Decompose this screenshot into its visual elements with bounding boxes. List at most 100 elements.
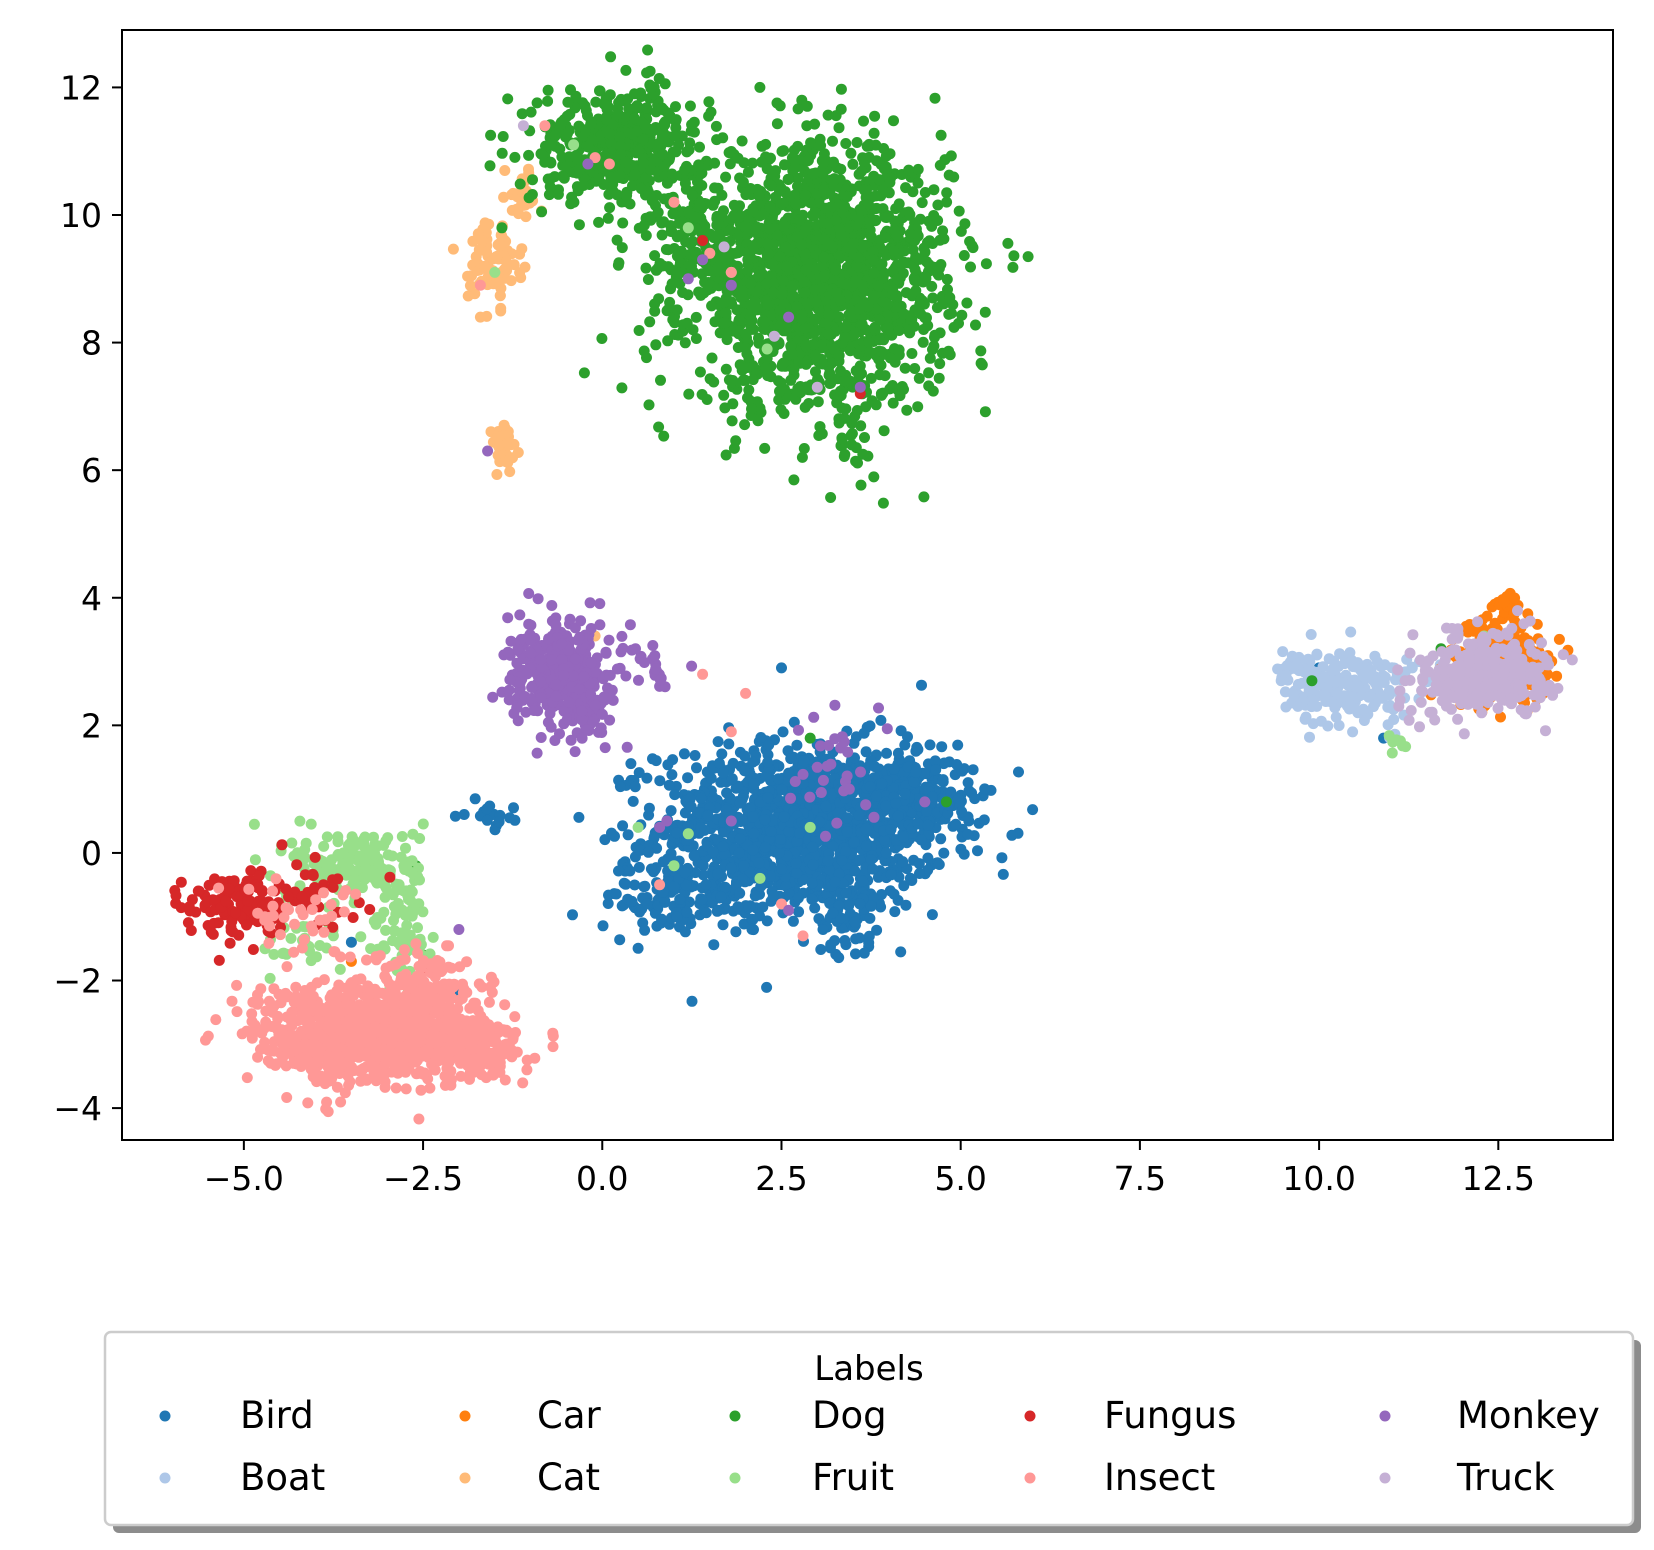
data-point [908,776,920,788]
data-point [856,241,868,253]
data-point [543,189,555,201]
data-point [874,234,886,246]
data-point [855,479,867,491]
data-point [799,322,811,334]
data-point [755,881,767,892]
data-point [897,856,909,868]
data-point [791,301,803,313]
data-point [733,847,745,859]
data-point [962,777,974,789]
data-point [967,764,979,776]
data-point [542,84,554,96]
data-point [850,948,861,960]
data-point [708,232,720,244]
data-point [718,389,730,401]
data-point [709,157,721,169]
data-point [877,272,889,284]
data-point [697,860,709,872]
data-point [965,261,976,273]
data-point [958,848,970,860]
data-point [569,150,581,162]
data-point [923,380,935,392]
data-point [904,228,916,240]
data-point [806,893,818,905]
data-point [774,250,786,262]
data-point [741,348,753,360]
data-point [659,119,671,131]
data-point [807,859,819,871]
data-point [723,738,735,750]
data-point [1345,626,1357,638]
data-point [727,757,739,769]
data-point [792,140,804,152]
data-point [846,439,858,451]
data-point [897,257,909,269]
data-point [590,96,602,108]
data-point [938,847,950,859]
data-point [1317,661,1329,673]
data-point [685,801,697,813]
data-point [854,214,865,226]
data-point [642,44,654,56]
data-point [679,164,691,176]
data-point [878,425,890,437]
data-point [934,358,946,370]
data-point [620,64,632,76]
data-point [923,828,934,840]
data-point [516,108,528,120]
data-point [809,284,821,296]
data-point [771,118,783,130]
data-point [930,764,942,776]
data-point [896,381,908,392]
data-point [828,192,840,204]
data-point [845,305,857,317]
data-point [919,187,931,198]
data-point [720,307,732,319]
data-point [523,192,535,204]
data-point [870,790,882,802]
data-point [870,399,882,411]
data-point [332,831,344,843]
data-point [918,324,930,335]
data-point [717,840,729,852]
data-point [707,846,719,858]
data-point [778,408,790,419]
data-point [684,248,696,260]
data-point [523,163,534,175]
data-point [761,915,773,927]
data-point [814,421,826,433]
data-point [694,199,706,211]
data-point [666,769,678,781]
data-point [703,96,715,108]
data-point [573,811,585,823]
data-point [676,130,688,142]
data-point [742,362,753,373]
data-point [950,818,962,830]
data-point [691,762,702,774]
data-point [578,367,590,379]
data-point [542,95,554,107]
data-point [761,352,773,364]
data-point [888,245,900,257]
data-point [913,253,925,265]
data-point [860,840,872,852]
data-point [504,466,516,478]
data-point [753,857,765,869]
data-point [671,231,683,243]
data-point [639,880,651,892]
data-point [935,129,947,141]
data-point [286,837,298,849]
data-point [778,811,790,823]
data-point [774,305,786,316]
data-point [979,306,991,318]
data-point [816,260,828,272]
data-point [462,270,474,282]
data-point [913,858,925,870]
data-point [662,759,674,771]
data-point [859,432,870,443]
data-point [633,861,645,873]
data-point [868,127,880,139]
data-point [641,102,653,114]
data-point [924,352,936,364]
data-point [812,396,824,408]
